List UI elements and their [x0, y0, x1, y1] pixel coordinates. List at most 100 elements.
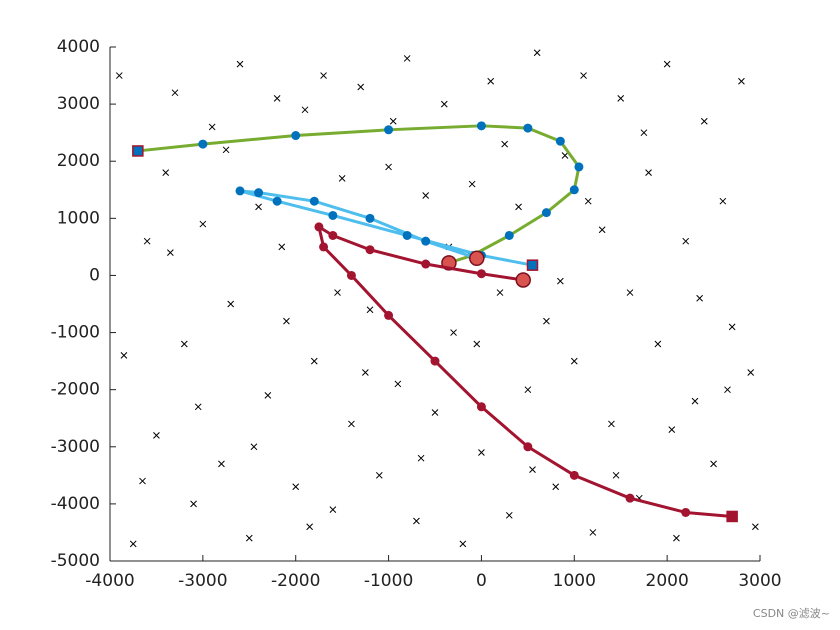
start-marker	[726, 510, 738, 523]
scatter-point	[278, 243, 286, 251]
scatter-point	[552, 483, 560, 491]
scatter-point	[306, 523, 313, 531]
scatter-point	[529, 466, 536, 473]
end-marker	[515, 272, 531, 288]
trajectory	[317, 225, 733, 518]
scatter-point	[273, 95, 281, 102]
point	[421, 259, 431, 269]
scatter-point	[747, 369, 755, 376]
scatter-point	[190, 500, 197, 508]
scatter-point	[440, 100, 448, 108]
scatter-point	[167, 249, 174, 256]
scatter-point	[199, 220, 207, 228]
scatter-point	[459, 540, 467, 548]
scatter-point	[115, 72, 123, 79]
scatter-point	[450, 329, 457, 336]
scatter-point	[557, 277, 564, 285]
scatter-point	[362, 369, 369, 376]
scatter-point	[682, 237, 690, 245]
scatter-point	[120, 352, 128, 359]
point	[272, 196, 282, 206]
scatter-point	[139, 477, 146, 485]
scatter-point	[310, 357, 318, 365]
scatter-point	[227, 300, 235, 308]
scatter-point	[208, 123, 216, 131]
point	[574, 162, 584, 172]
scatter-point	[338, 175, 346, 182]
point	[569, 470, 579, 480]
scatter-point	[162, 169, 170, 176]
point	[569, 185, 579, 195]
point	[384, 125, 394, 135]
y-tick-label: -4000	[51, 494, 100, 514]
scatter-point	[752, 523, 759, 531]
start-marker	[132, 145, 144, 157]
scatter-point	[255, 203, 262, 211]
scatter-point	[283, 317, 290, 325]
scatter-point	[589, 529, 597, 536]
scatter-point	[496, 289, 504, 296]
scatter-point	[598, 226, 606, 234]
scatter-point	[570, 357, 578, 365]
scatter-point	[700, 117, 708, 125]
scatter-point	[696, 294, 703, 302]
y-tick-label: 2000	[57, 151, 100, 171]
x-tick-label: -3000	[178, 571, 227, 591]
scatter-point	[413, 517, 420, 525]
scatter-point	[487, 77, 495, 85]
x-tick-label: 1000	[553, 571, 596, 591]
scatter-point	[264, 392, 272, 399]
y-tick-label: -1000	[51, 323, 100, 343]
scatter-point	[691, 397, 699, 405]
point	[421, 236, 431, 246]
scatter-point	[645, 169, 652, 176]
point	[476, 121, 486, 131]
scatter-point	[180, 340, 188, 348]
end-marker	[469, 250, 485, 267]
scatter-point	[710, 460, 717, 468]
watermark: CSDN @滤波~	[753, 607, 830, 620]
scatter-point	[724, 386, 731, 394]
point	[681, 507, 691, 517]
scatter-point	[394, 380, 402, 388]
scatter-point	[617, 95, 625, 102]
scatter-point	[728, 323, 736, 331]
scatter-point	[663, 60, 671, 68]
x-tick-label: 2000	[646, 571, 689, 591]
point	[476, 269, 486, 279]
y-tick-label: 4000	[57, 37, 100, 57]
point	[504, 230, 514, 240]
point	[254, 188, 264, 198]
y-tick-label: -5000	[51, 551, 100, 571]
point	[555, 136, 565, 146]
point	[384, 310, 394, 320]
scatter-point	[375, 471, 383, 479]
scatter-point	[301, 106, 309, 114]
scatter-point	[626, 289, 634, 296]
scatter-point	[129, 540, 137, 548]
point	[309, 196, 319, 206]
scatter-point	[292, 483, 300, 491]
scatter-point	[348, 420, 355, 428]
scatter-point	[473, 340, 481, 348]
point	[541, 208, 551, 218]
x-tick-label: 0	[476, 571, 487, 591]
scatter-point	[236, 60, 244, 68]
scatter-point	[505, 511, 513, 519]
scatter-point	[738, 77, 745, 85]
scatter-point	[218, 460, 225, 468]
scatter-point	[250, 443, 258, 451]
scatter-point	[478, 449, 485, 456]
scatter-point	[153, 432, 160, 439]
scatter-point	[385, 163, 392, 171]
scatter-point	[222, 146, 230, 154]
y-tick-label: 1000	[57, 208, 100, 228]
scatter-point	[389, 117, 397, 125]
point	[319, 242, 329, 252]
y-tick-label: -3000	[51, 437, 100, 457]
scatter-point	[524, 386, 532, 394]
point	[523, 123, 533, 133]
scatter-point	[329, 506, 337, 513]
point	[328, 210, 338, 220]
